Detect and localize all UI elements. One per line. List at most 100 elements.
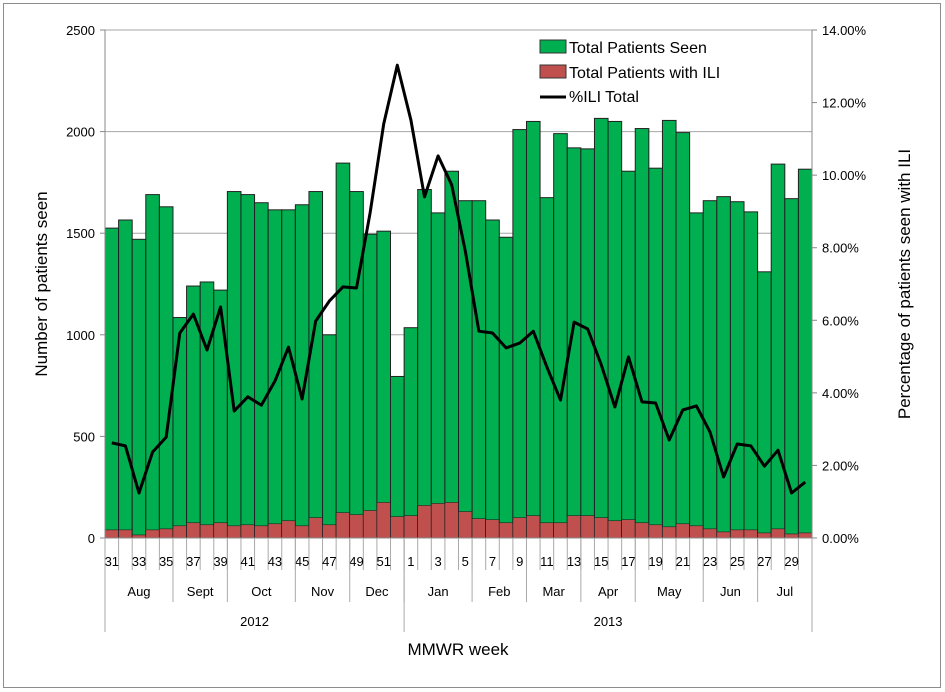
bar-total-patients: [403, 327, 419, 539]
week-label: 51: [376, 554, 390, 569]
bar-ili-patients: [159, 528, 174, 539]
y2-tick-label: 0.00%: [822, 531, 859, 546]
week-label: 17: [621, 554, 635, 569]
y2-tick-label: 12.00%: [822, 96, 867, 111]
bar-total-patients: [254, 202, 269, 539]
bar-total-patients: [471, 200, 487, 539]
bar-total-patients: [390, 375, 405, 539]
y2-axis-title: Percentage of patients seen with ILI: [895, 149, 914, 419]
bar-ili-patients: [757, 532, 772, 539]
month-label: Jun: [720, 584, 741, 599]
week-label: 45: [295, 554, 309, 569]
bar-ili-patients: [444, 502, 459, 539]
bar-ili-patients: [662, 526, 677, 539]
x-axis-title: MMWR week: [407, 640, 509, 659]
month-label: Feb: [488, 584, 510, 599]
bar-total-patients: [335, 162, 351, 539]
bar-total-patients: [118, 219, 133, 539]
bar-total-patients: [281, 209, 296, 539]
bar-ili-patients: [335, 512, 351, 539]
week-label: 23: [703, 554, 717, 569]
week-label: 49: [349, 554, 363, 569]
y2-tick-label: 14.00%: [822, 23, 867, 38]
month-label: Jul: [776, 584, 793, 599]
bar-ili-patients: [376, 502, 391, 539]
bar-ili-patients: [199, 524, 215, 539]
week-label: 29: [784, 554, 798, 569]
legend-label-pct: %ILI Total: [569, 89, 639, 106]
bar-ili-patients: [607, 520, 622, 539]
bar-total-patients: [158, 206, 174, 539]
bar-ili-patients: [648, 524, 663, 539]
week-label: 21: [676, 554, 690, 569]
month-label: Aug: [127, 584, 150, 599]
bar-ili-patients: [417, 505, 432, 539]
bar-total-patients: [362, 233, 378, 539]
bar-ili-patients: [118, 529, 133, 539]
bar-total-patients: [349, 191, 364, 539]
bar-total-patients: [729, 201, 745, 539]
week-label: 9: [516, 554, 523, 569]
y-tick-label: 500: [73, 429, 95, 444]
month-label: Oct: [251, 584, 272, 599]
bar-ili-patients: [675, 523, 690, 539]
bar-total-patients: [444, 170, 459, 539]
bar-ili-patients: [716, 531, 731, 539]
month-label: Apr: [598, 584, 619, 599]
bar-ili-patients: [471, 518, 486, 539]
bar-ili-patients: [798, 532, 813, 539]
week-label: 7: [489, 554, 496, 569]
bar-total-patients: [213, 289, 228, 539]
legend-label-seen: Total Patients Seen: [569, 40, 707, 57]
year-label: 2012: [240, 614, 269, 629]
bar-ili-patients: [553, 522, 568, 539]
bar-ili-patients: [240, 524, 255, 539]
bar-total-patients: [716, 196, 731, 539]
bar-total-patients: [267, 209, 283, 539]
week-label: 19: [648, 554, 662, 569]
bar-total-patients: [172, 317, 188, 539]
week-label: 27: [757, 554, 771, 569]
bar-ili-patients: [770, 528, 786, 539]
bar-ili-patients: [702, 528, 718, 539]
bar-total-patients: [661, 119, 677, 539]
y-tick-label: 1000: [66, 328, 95, 343]
week-label: 31: [105, 554, 119, 569]
y-axis-title: Number of patients seen: [32, 191, 51, 376]
month-label: Mar: [542, 584, 565, 599]
y-tick-label: 0: [88, 531, 95, 546]
y-tick-label: 2000: [66, 125, 95, 140]
week-label: 11: [540, 554, 554, 569]
bar-ili-patients: [743, 529, 758, 539]
bar-ili-patients: [566, 515, 582, 539]
legend-swatch-seen: [539, 39, 567, 54]
week-label: 41: [241, 554, 255, 569]
week-label: 15: [594, 554, 608, 569]
week-label: 1: [407, 554, 414, 569]
bar-ili-patients: [730, 529, 745, 539]
ili-percent-line: [111, 63, 807, 495]
bar-ili-patients: [539, 522, 554, 539]
week-label: 39: [213, 554, 227, 569]
y-tick-label: 2500: [66, 23, 95, 38]
month-label: Sept: [187, 584, 214, 599]
bar-ili-patients: [322, 524, 337, 539]
week-label: 35: [159, 554, 173, 569]
week-label: 47: [322, 554, 336, 569]
legend-swatch-ili: [539, 64, 567, 79]
bar-ili-patients: [104, 529, 119, 539]
month-label: Jan: [428, 584, 449, 599]
bar-total-patients: [607, 120, 623, 539]
bar-ili-patients: [308, 517, 323, 539]
y2-tick-label: 4.00%: [822, 386, 859, 401]
bar-total-patients: [104, 227, 120, 539]
bar-total-patients: [308, 191, 324, 539]
month-label: Nov: [311, 584, 335, 599]
bar-total-patients: [553, 133, 568, 539]
bar-ili-patients: [784, 533, 799, 539]
bar-ili-patients: [594, 517, 609, 539]
bar-total-patients: [593, 117, 609, 539]
bar-total-patients: [621, 170, 636, 539]
bar-total-patients: [757, 271, 772, 539]
legend: Total Patients Seen Total Patients with …: [539, 39, 720, 106]
